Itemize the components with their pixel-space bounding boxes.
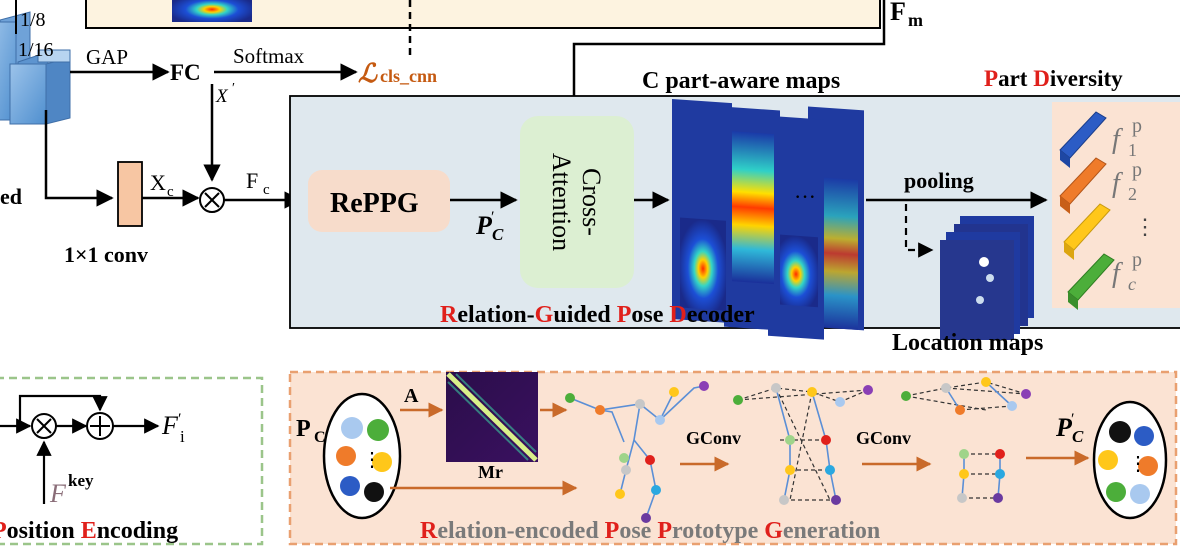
svg-text:Cross-: Cross- [577, 168, 606, 236]
features-vdots: ⋮ [1134, 214, 1156, 239]
softmax-label: Softmax [233, 44, 305, 68]
scale-1-16-label: 1/16 [18, 39, 54, 61]
svg-text:p: p [1132, 249, 1142, 271]
svg-text:Attention: Attention [547, 153, 576, 251]
f2-symbol: f [1112, 168, 1123, 199]
svg-text:C: C [492, 225, 504, 244]
refined-graph-top [901, 377, 1031, 415]
svg-text:2: 2 [1128, 184, 1137, 204]
cross-attention-label: Cross- Attention [547, 153, 606, 251]
svg-text:key: key [68, 471, 94, 490]
svg-text:p: p [1132, 115, 1142, 137]
svg-text:i: i [180, 427, 185, 446]
fc-label: FC [170, 60, 201, 85]
gconv2-label: GConv [856, 428, 911, 448]
mr-label: Mr [478, 462, 503, 482]
conv-1x1-block [117, 161, 143, 227]
svg-text:⋮: ⋮ [362, 449, 382, 471]
pc-label: P [296, 416, 311, 442]
part-feature-green [1067, 253, 1115, 310]
reppg-block [308, 170, 450, 232]
part-diversity-title: Part Diversity [984, 66, 1123, 91]
svg-text:′: ′ [232, 81, 235, 96]
relation-matrix [446, 372, 538, 462]
decoder-title: Relation-Guided Pose Decoder [440, 302, 755, 328]
pe-add-icon [86, 412, 114, 440]
fc-symbol: f [1112, 258, 1123, 289]
a-label: A [404, 385, 419, 407]
part-feature-orange [1059, 157, 1107, 214]
pc-prototype-set [322, 392, 402, 520]
svg-text:C: C [314, 429, 326, 446]
part-feature-yellow [1063, 203, 1111, 260]
svg-text:′: ′ [178, 411, 182, 428]
f-out-label: F [161, 411, 179, 440]
loss-subscript: cls_cnn [380, 66, 437, 86]
svg-text:C: C [1072, 427, 1084, 446]
refined-graph-bottom [957, 449, 1005, 503]
part-feature-blue [1059, 111, 1107, 168]
svg-text:c: c [263, 182, 270, 198]
pc-prime-label: P [475, 211, 493, 240]
prototype-title: Relation-encoded Pose Prototype Generati… [420, 518, 880, 544]
cross-attention-block [520, 116, 634, 288]
conv-label: 1×1 conv [64, 242, 148, 267]
pe-multiply-icon [31, 413, 57, 439]
x-prime-label: X [215, 86, 229, 107]
maps-ellipsis: ··· [794, 184, 816, 209]
svg-text:m: m [908, 10, 923, 30]
part-maps-title: C part-aware maps [642, 68, 840, 94]
location-maps-label: Location maps [892, 330, 1043, 356]
fkey-label: F [49, 479, 67, 508]
backbone-cubes [0, 11, 71, 125]
reppg-label: RePPG [330, 188, 419, 219]
loss-symbol: ℒ [358, 59, 378, 88]
gap-label: GAP [86, 45, 128, 69]
svg-text:p: p [1132, 159, 1142, 181]
gconv1-label: GConv [686, 428, 741, 448]
xc-label: X [150, 170, 166, 195]
svg-text:′: ′ [1071, 411, 1075, 428]
feature-label: ed [0, 184, 22, 209]
pc-prime-prototype-set [1092, 400, 1168, 520]
multiply-op-icon [199, 187, 225, 213]
fc-feature-label: F [246, 168, 258, 193]
pooling-label: pooling [904, 168, 974, 193]
position-encoding-title: Position Encoding [0, 518, 178, 544]
fm-label: F [890, 0, 906, 26]
svg-text:1: 1 [1128, 140, 1137, 160]
svg-text:c: c [167, 184, 174, 200]
svg-text:⋮: ⋮ [1128, 453, 1148, 475]
location-maps [940, 216, 1034, 340]
pc-prime-out-label: P [1055, 413, 1073, 442]
svg-text:′: ′ [491, 209, 495, 226]
f1-symbol: f [1112, 124, 1123, 155]
dense-graph-nodes [733, 383, 873, 505]
top-heatmap-thumb [172, 0, 252, 22]
pose-skeleton-graph [565, 381, 709, 523]
scale-1-8-label: 1/8 [20, 9, 46, 31]
part-aware-maps [672, 98, 864, 340]
svg-text:c: c [1128, 274, 1136, 294]
